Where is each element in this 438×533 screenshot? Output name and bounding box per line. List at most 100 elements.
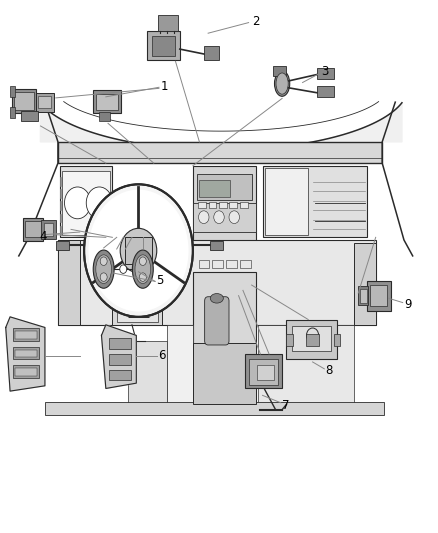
FancyBboxPatch shape bbox=[258, 325, 354, 405]
FancyBboxPatch shape bbox=[39, 96, 51, 109]
FancyBboxPatch shape bbox=[193, 272, 256, 405]
Text: 5: 5 bbox=[156, 274, 163, 287]
FancyBboxPatch shape bbox=[13, 328, 39, 341]
Ellipse shape bbox=[96, 255, 112, 284]
Circle shape bbox=[100, 257, 107, 265]
FancyBboxPatch shape bbox=[360, 289, 367, 303]
FancyBboxPatch shape bbox=[44, 223, 53, 236]
FancyBboxPatch shape bbox=[23, 217, 43, 241]
FancyBboxPatch shape bbox=[152, 36, 176, 56]
FancyBboxPatch shape bbox=[245, 354, 282, 389]
FancyBboxPatch shape bbox=[10, 86, 15, 97]
FancyBboxPatch shape bbox=[204, 46, 219, 60]
FancyBboxPatch shape bbox=[58, 240, 376, 325]
Circle shape bbox=[86, 187, 113, 219]
FancyBboxPatch shape bbox=[96, 94, 117, 110]
FancyBboxPatch shape bbox=[13, 365, 39, 378]
FancyBboxPatch shape bbox=[265, 168, 308, 235]
FancyBboxPatch shape bbox=[240, 202, 248, 208]
Circle shape bbox=[120, 265, 127, 273]
FancyBboxPatch shape bbox=[317, 86, 334, 97]
Text: 6: 6 bbox=[158, 349, 166, 362]
FancyBboxPatch shape bbox=[208, 202, 216, 208]
FancyBboxPatch shape bbox=[198, 260, 209, 268]
Circle shape bbox=[139, 273, 146, 281]
FancyBboxPatch shape bbox=[36, 93, 53, 112]
Text: 1: 1 bbox=[160, 80, 168, 93]
FancyBboxPatch shape bbox=[240, 260, 251, 268]
FancyBboxPatch shape bbox=[205, 297, 229, 345]
Text: 2: 2 bbox=[252, 14, 259, 28]
FancyBboxPatch shape bbox=[109, 354, 131, 365]
Text: 9: 9 bbox=[404, 298, 411, 311]
Polygon shape bbox=[6, 317, 45, 391]
Ellipse shape bbox=[275, 71, 290, 96]
Ellipse shape bbox=[93, 250, 114, 288]
FancyBboxPatch shape bbox=[367, 281, 391, 311]
FancyBboxPatch shape bbox=[10, 108, 15, 118]
FancyBboxPatch shape bbox=[60, 166, 113, 237]
FancyBboxPatch shape bbox=[307, 334, 319, 346]
Circle shape bbox=[64, 187, 91, 219]
Circle shape bbox=[214, 211, 224, 223]
FancyBboxPatch shape bbox=[197, 174, 252, 200]
FancyBboxPatch shape bbox=[292, 326, 331, 351]
Circle shape bbox=[100, 273, 107, 281]
Text: 3: 3 bbox=[321, 65, 328, 78]
FancyBboxPatch shape bbox=[99, 112, 110, 121]
FancyBboxPatch shape bbox=[62, 171, 110, 235]
FancyBboxPatch shape bbox=[226, 260, 237, 268]
Circle shape bbox=[120, 228, 157, 273]
FancyBboxPatch shape bbox=[354, 243, 376, 325]
FancyBboxPatch shape bbox=[109, 370, 131, 381]
FancyBboxPatch shape bbox=[158, 14, 178, 30]
FancyBboxPatch shape bbox=[15, 350, 37, 357]
FancyBboxPatch shape bbox=[210, 241, 223, 249]
FancyBboxPatch shape bbox=[117, 248, 158, 322]
FancyBboxPatch shape bbox=[219, 202, 227, 208]
FancyBboxPatch shape bbox=[370, 285, 388, 306]
Polygon shape bbox=[40, 103, 402, 150]
FancyBboxPatch shape bbox=[45, 402, 385, 415]
FancyBboxPatch shape bbox=[58, 240, 80, 325]
FancyBboxPatch shape bbox=[250, 359, 278, 385]
FancyBboxPatch shape bbox=[41, 220, 56, 239]
FancyBboxPatch shape bbox=[109, 338, 131, 349]
FancyBboxPatch shape bbox=[257, 365, 274, 381]
FancyBboxPatch shape bbox=[13, 346, 39, 359]
FancyBboxPatch shape bbox=[286, 319, 336, 359]
Circle shape bbox=[139, 257, 146, 265]
FancyBboxPatch shape bbox=[14, 92, 34, 110]
Ellipse shape bbox=[276, 73, 288, 94]
FancyBboxPatch shape bbox=[193, 203, 256, 232]
Circle shape bbox=[229, 211, 240, 223]
FancyBboxPatch shape bbox=[15, 368, 37, 376]
FancyBboxPatch shape bbox=[124, 237, 152, 264]
Text: 4: 4 bbox=[39, 230, 46, 243]
Text: 8: 8 bbox=[325, 365, 333, 377]
Circle shape bbox=[84, 184, 193, 317]
FancyBboxPatch shape bbox=[127, 341, 167, 405]
Circle shape bbox=[88, 190, 188, 312]
FancyBboxPatch shape bbox=[198, 202, 206, 208]
FancyBboxPatch shape bbox=[358, 286, 368, 305]
FancyBboxPatch shape bbox=[113, 237, 162, 325]
Text: 7: 7 bbox=[282, 399, 290, 412]
FancyBboxPatch shape bbox=[317, 68, 334, 79]
Ellipse shape bbox=[135, 255, 151, 284]
FancyBboxPatch shape bbox=[58, 142, 382, 163]
Polygon shape bbox=[102, 325, 136, 389]
FancyBboxPatch shape bbox=[286, 334, 293, 346]
Ellipse shape bbox=[132, 250, 153, 288]
FancyBboxPatch shape bbox=[334, 334, 340, 346]
Ellipse shape bbox=[210, 294, 223, 303]
FancyBboxPatch shape bbox=[93, 91, 121, 113]
FancyBboxPatch shape bbox=[21, 111, 39, 120]
Circle shape bbox=[198, 211, 209, 223]
FancyBboxPatch shape bbox=[147, 30, 180, 60]
FancyBboxPatch shape bbox=[12, 89, 36, 113]
FancyBboxPatch shape bbox=[199, 180, 230, 197]
FancyBboxPatch shape bbox=[56, 241, 69, 249]
FancyBboxPatch shape bbox=[25, 221, 41, 237]
FancyBboxPatch shape bbox=[193, 343, 256, 405]
